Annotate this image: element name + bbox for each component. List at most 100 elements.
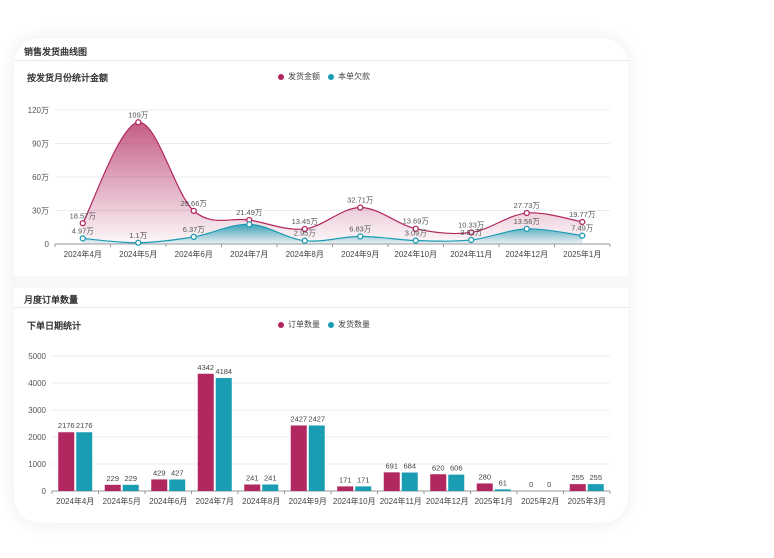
bar-x-tick-label: 2025年2月 (521, 496, 559, 506)
bar-shipped (169, 479, 186, 491)
bar-value-label: 691 (385, 461, 398, 470)
line-y-tick-label: 0 (45, 240, 50, 249)
legend-orders[interactable]: 订单数量 (288, 320, 320, 329)
legend-debt[interactable]: 本单欠款 (338, 72, 370, 81)
data-point (246, 221, 253, 228)
bar-x-tick-label: 2024年10月 (333, 496, 376, 506)
bar-value-label: 620 (432, 463, 445, 472)
line-x-tick-label: 2024年9月 (341, 249, 379, 259)
line-x-tick-label: 2024年7月 (230, 249, 268, 259)
legend-bar: 订单数量 发货数量 (278, 319, 370, 330)
bar-orders (197, 373, 214, 491)
bar-orders (430, 474, 447, 491)
bar-shipped (122, 484, 139, 491)
line-x-tick-label: 2024年8月 (286, 249, 324, 259)
line-y-tick-label: 120万 (28, 106, 49, 115)
data-point (79, 220, 86, 227)
data-point (523, 209, 530, 217)
bar-value-label: 429 (153, 468, 166, 477)
data-label: 32.71万 (347, 195, 374, 204)
bar-x-tick-label: 2025年1月 (475, 496, 513, 506)
data-label: 10.33万 (458, 220, 485, 229)
bar-orders (104, 484, 121, 491)
bar-orders (383, 472, 400, 491)
bar-y-tick-label: 0 (42, 487, 47, 496)
bar-y-tick-label: 1000 (28, 460, 46, 469)
data-label: 13.69万 (403, 217, 430, 226)
data-point (523, 225, 530, 233)
bar-x-tick-label: 2024年6月 (149, 496, 187, 506)
bar-value-label: 2427 (308, 414, 325, 423)
data-point (357, 204, 364, 211)
bar-value-label: 61 (499, 478, 507, 487)
line-x-tick-label: 2024年4月 (64, 249, 102, 259)
line-x-tick-label: 2024年5月 (119, 249, 157, 259)
bar-y-tick-label: 3000 (28, 406, 46, 415)
chart-title-orders: 下单日期统计 (27, 321, 82, 331)
bar-x-tick-label: 2024年9月 (289, 496, 327, 506)
bar-value-label: 229 (106, 474, 119, 483)
data-label: 27.73万 (514, 201, 541, 210)
legend-shipped[interactable]: 发货数量 (338, 320, 370, 329)
bar-value-label: 229 (124, 474, 137, 483)
bar-shipped (587, 484, 604, 491)
bar-shipped (494, 489, 511, 491)
data-point (357, 233, 364, 240)
section-title-sales: 销售发货曲线图 (24, 47, 88, 57)
bar-value-label: 2176 (58, 421, 75, 430)
bar-x-tick-label: 2024年8月 (242, 496, 280, 506)
data-point (301, 225, 308, 233)
line-x-tick-label: 2024年11月 (450, 249, 492, 259)
line-y-tick-label: 60万 (32, 173, 49, 182)
bar-orders (337, 486, 354, 491)
data-label: 7.49万 (571, 224, 594, 233)
bar-shipped (448, 474, 465, 491)
data-label: 4.97万 (72, 226, 95, 235)
bar-shipped (262, 484, 279, 491)
bar-x-tick-label: 2024年12月 (426, 496, 469, 506)
bar-x-tick-label: 2024年5月 (103, 496, 141, 506)
data-label: 2.95万 (294, 229, 317, 238)
data-label: 13.45万 (292, 217, 319, 226)
data-point (412, 225, 419, 232)
bar-shipped (215, 378, 232, 491)
section-title-orders: 月度订单数量 (24, 295, 79, 305)
bar-orders (244, 484, 261, 491)
data-point (468, 229, 475, 236)
data-label: 29.66万 (181, 199, 208, 208)
legend-shipped-amount[interactable]: 发货金额 (288, 72, 320, 81)
bar-value-label: 0 (547, 480, 551, 489)
line-x-tick-label: 2024年6月 (175, 249, 213, 259)
bar-y-tick-label: 2000 (28, 433, 46, 442)
bar-value-label: 684 (403, 462, 416, 471)
bar-orders (569, 484, 586, 491)
bar-value-label: 2176 (76, 421, 93, 430)
data-label: 109万 (128, 110, 149, 119)
bar-value-label: 280 (478, 472, 491, 481)
bar-value-label: 241 (246, 473, 259, 482)
data-label: 1.1万 (129, 231, 147, 240)
data-label: 3.09万 (405, 229, 428, 238)
divider (14, 307, 628, 308)
bar-orders (290, 425, 307, 491)
data-point (412, 237, 419, 244)
line-y-tick-label: 90万 (32, 140, 49, 149)
data-label: 18.57万 (70, 211, 97, 220)
data-point (579, 218, 586, 226)
bar-value-label: 171 (339, 475, 352, 484)
bar-value-label: 0 (529, 480, 533, 489)
bar-y-tick-label: 4000 (28, 379, 46, 388)
data-point (79, 235, 86, 242)
data-label: 13.56万 (514, 217, 541, 226)
bar-orders (58, 432, 75, 491)
bar-x-tick-label: 2024年11月 (380, 496, 422, 506)
bar-x-tick-label: 2025年3月 (568, 496, 606, 506)
bar-x-tick-label: 2024年7月 (196, 496, 234, 506)
bar-shipped (76, 432, 93, 491)
area-debt (82, 224, 583, 244)
line-x-tick-label: 2024年12月 (505, 249, 548, 259)
legend-dot-shipped (328, 321, 334, 328)
bar-value-label: 4184 (215, 367, 232, 376)
bar-value-label: 241 (264, 473, 277, 482)
